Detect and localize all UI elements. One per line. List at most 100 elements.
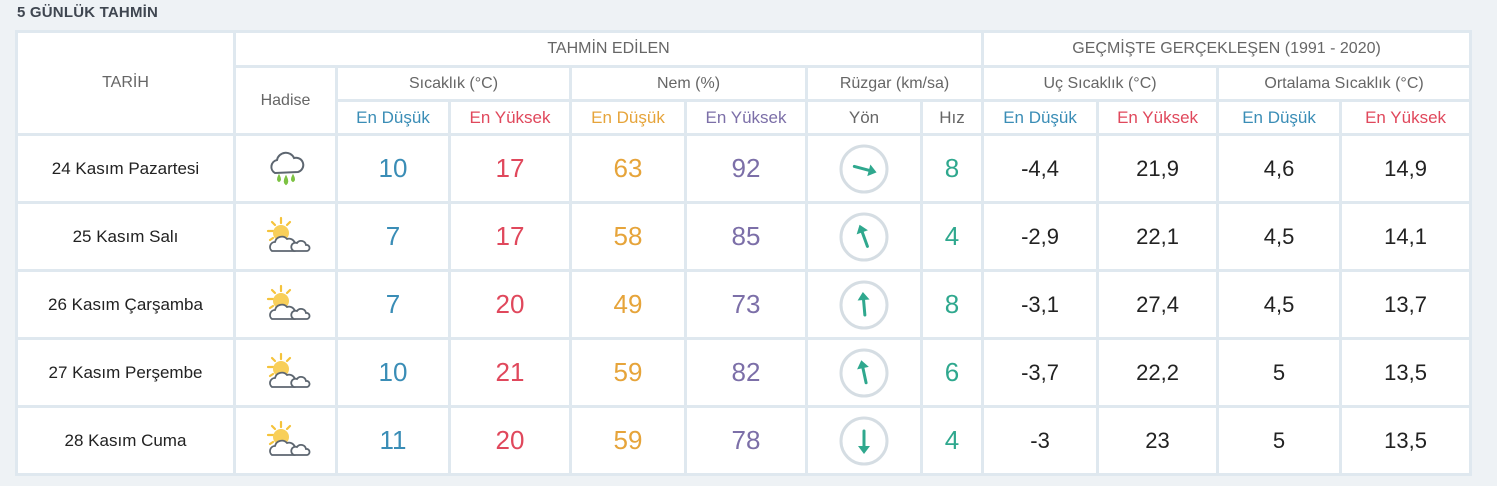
wind-direction-icon [839, 212, 889, 261]
header-row: TARİH TAHMİN EDİLEN GEÇMİŞTE GERÇEKLEŞEN… [18, 33, 1470, 133]
weather-icon [269, 151, 304, 185]
temp-low: 10 [338, 136, 448, 201]
extreme-low: -2,9 [984, 204, 1097, 269]
header-history: GEÇMİŞTE GERÇEKLEŞEN (1991 - 2020) [984, 33, 1470, 65]
event-cell [236, 204, 335, 269]
weather-icon [266, 216, 310, 252]
wind-direction-cell [808, 340, 920, 405]
subheader: En Düşük [984, 102, 1097, 133]
humidity-high: 82 [687, 340, 805, 405]
section-title: 5 GÜNLÜK TAHMİN [17, 4, 159, 21]
forecast-row: 28 Kasım Cuma 11 20 59 78 4 -3 23 5 13,5 [18, 408, 1470, 473]
extreme-high: 22,1 [1099, 204, 1217, 269]
event-cell [236, 408, 335, 473]
humidity-low: 49 [572, 272, 684, 337]
table-body: TARİH TAHMİN EDİLEN GEÇMİŞTE GERÇEKLEŞEN… [18, 33, 1470, 473]
header-row: Hadise Sıcaklık (°C) Nem (%) Rüzgar (km/… [18, 68, 1470, 133]
subheader: En Düşük [338, 102, 448, 133]
temp-low: 10 [338, 340, 448, 405]
avg-low: 4,5 [1219, 272, 1340, 337]
avg-low: 5 [1219, 340, 1340, 405]
extreme-low: -3 [984, 408, 1097, 473]
temp-high: 17 [451, 136, 569, 201]
wind-speed: 4 [923, 408, 982, 473]
header-forecast: TAHMİN EDİLEN [236, 33, 982, 65]
avg-high: 14,1 [1342, 204, 1470, 269]
humidity-high: 85 [687, 204, 805, 269]
wind-speed: 8 [923, 136, 982, 201]
header-wind: Rüzgar (km/sa) [808, 68, 982, 99]
subheader: En Yüksek [687, 102, 805, 133]
subheader: Hız [923, 102, 982, 133]
wind-direction-icon [839, 416, 889, 465]
temp-low: 7 [338, 272, 448, 337]
wind-direction-cell [808, 408, 920, 473]
weather-icon [266, 352, 310, 388]
extreme-low: -3,1 [984, 272, 1097, 337]
header-temperature: Sıcaklık (°C) [338, 68, 569, 99]
header-humidity: Nem (%) [572, 68, 805, 99]
extreme-high: 21,9 [1099, 136, 1217, 201]
forecast-row: 27 Kasım Perşembe 10 21 59 82 6 -3,7 22,2 5 13,5 [18, 340, 1470, 405]
wind-direction-cell [808, 272, 920, 337]
avg-low: 4,5 [1219, 204, 1340, 269]
humidity-low: 59 [572, 408, 684, 473]
humidity-low: 58 [572, 204, 684, 269]
header-extreme-temp: Uç Sıcaklık (°C) [984, 68, 1217, 99]
forecast-row: 26 Kasım Çarşamba 7 20 49 73 8 -3,1 27,4 4,5 13,7 [18, 272, 1470, 337]
subheader: Yön [808, 102, 920, 133]
date: 28 Kasım Cuma [18, 408, 233, 473]
extreme-high: 23 [1099, 408, 1217, 473]
avg-low: 4,6 [1219, 136, 1340, 201]
subheader: En Düşük [572, 102, 684, 133]
subheader: En Yüksek [451, 102, 569, 133]
subheader: En Yüksek [1099, 102, 1217, 133]
humidity-high: 73 [687, 272, 805, 337]
header-date: TARİH [18, 33, 233, 133]
avg-low: 5 [1219, 408, 1340, 473]
wind-speed: 4 [923, 204, 982, 269]
event-cell [236, 340, 335, 405]
wind-direction-cell [808, 204, 920, 269]
avg-high: 13,7 [1342, 272, 1470, 337]
date: 26 Kasım Çarşamba [18, 272, 233, 337]
humidity-low: 63 [572, 136, 684, 201]
extreme-high: 27,4 [1099, 272, 1217, 337]
subheader: En Düşük [1219, 102, 1340, 133]
wind-direction-icon [839, 280, 889, 329]
date: 25 Kasım Salı [18, 204, 233, 269]
avg-high: 13,5 [1342, 340, 1470, 405]
humidity-low: 59 [572, 340, 684, 405]
humidity-high: 78 [687, 408, 805, 473]
date: 24 Kasım Pazartesi [18, 136, 233, 201]
wind-direction-icon [839, 348, 889, 397]
forecast-row: 25 Kasım Salı 7 17 58 85 4 -2,9 22,1 4,5 14,1 [18, 204, 1470, 269]
weather-icon [266, 420, 310, 456]
extreme-low: -3,7 [984, 340, 1097, 405]
subheader: En Yüksek [1342, 102, 1470, 133]
header-event: Hadise [236, 68, 335, 133]
wind-speed: 6 [923, 340, 982, 405]
wind-direction-cell [808, 136, 920, 201]
forecast-row: 24 Kasım Pazartesi 10 17 63 92 8 -4,4 21,9 4,6 14… [18, 136, 1470, 201]
subheader-row: En Düşük En Yüksek En Düşük En Yüksek Yön Hız… [18, 102, 1470, 133]
wind-direction-icon [839, 144, 889, 193]
avg-high: 14,9 [1342, 136, 1470, 201]
date: 27 Kasım Perşembe [18, 340, 233, 405]
humidity-high: 92 [687, 136, 805, 201]
forecast-table: TARİH TAHMİN EDİLEN GEÇMİŞTE GERÇEKLEŞEN… [15, 30, 1473, 476]
temp-high: 17 [451, 204, 569, 269]
event-cell [236, 272, 335, 337]
temp-low: 11 [338, 408, 448, 473]
temp-high: 20 [451, 272, 569, 337]
extreme-high: 22,2 [1099, 340, 1217, 405]
avg-high: 13,5 [1342, 408, 1470, 473]
temp-high: 20 [451, 408, 569, 473]
header-avg-temp: Ortalama Sıcaklık (°C) [1219, 68, 1470, 99]
temp-high: 21 [451, 340, 569, 405]
extreme-low: -4,4 [984, 136, 1097, 201]
temp-low: 7 [338, 204, 448, 269]
wind-speed: 8 [923, 272, 982, 337]
